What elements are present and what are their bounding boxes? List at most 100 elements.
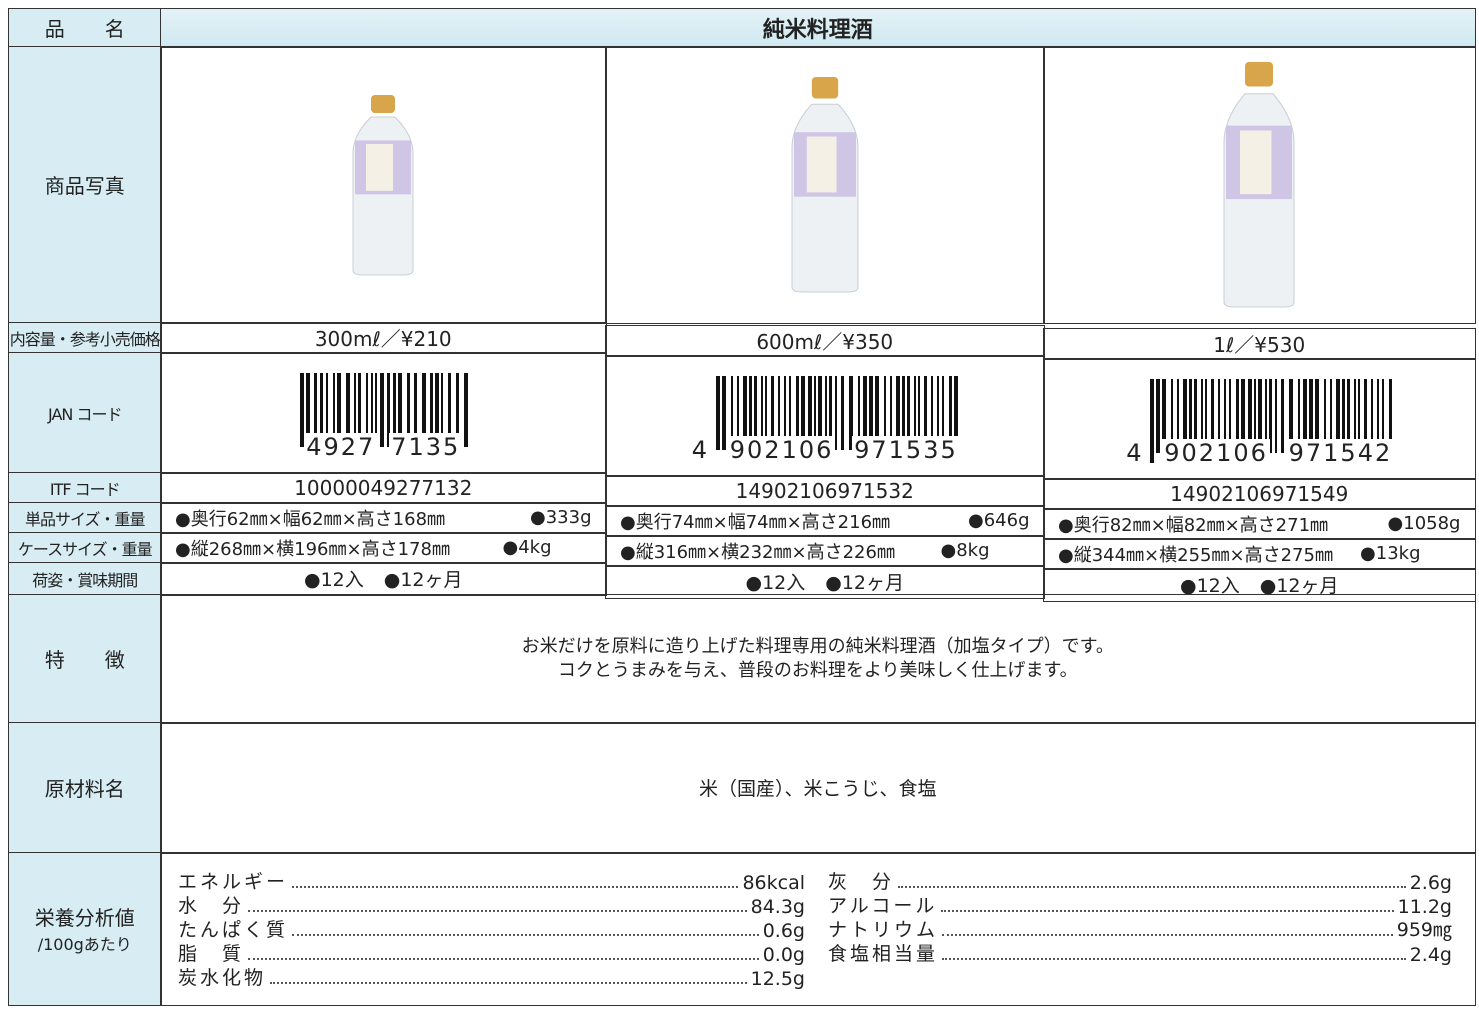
nutrition-value: 2.4g (1409, 944, 1452, 966)
barcode-bar (917, 375, 920, 460)
barcode-bar (1358, 378, 1361, 463)
nutrition-value: 12.5g (750, 968, 805, 990)
barcode-bar (1377, 378, 1380, 453)
row-label-text: 特 徴 (44, 648, 125, 673)
dot-leader (248, 910, 747, 912)
dot-leader (292, 886, 739, 888)
barcode-bar (1315, 378, 1320, 453)
barcode-bar (895, 375, 900, 450)
packing-shelf-life: ●12入 ●12ヶ月 (605, 565, 1045, 599)
row-label: ケースサイズ・重量 (8, 532, 162, 564)
feature-line: お米だけを原料に造り上げた料理専用の純米料理酒（加塩タイプ）です。 (521, 635, 1114, 657)
barcode-bar (1211, 378, 1215, 463)
barcode-bar (1177, 378, 1180, 463)
barcode-bar (422, 372, 427, 447)
barcode-bar (1354, 378, 1357, 453)
case-weight: ●4kg (502, 537, 552, 559)
shelf-life: ●12ヶ月 (1259, 575, 1339, 598)
barcode-bar (1389, 378, 1393, 463)
barcode-bar (1229, 378, 1232, 453)
nutrition-name: ナトリウム (828, 919, 939, 941)
barcode-bar (1189, 378, 1193, 453)
barcode-bar (1156, 378, 1161, 453)
row-label: 原材料名 (8, 722, 162, 854)
case-size-weight: ●縦268㎜×横196㎜×高さ178㎜ ●4kg (160, 532, 607, 564)
barcode-bar (1194, 378, 1198, 453)
nutrition-name: 炭水化物 (178, 967, 267, 989)
barcode-bar (730, 375, 733, 450)
case-weight: ●13kg (1360, 543, 1421, 565)
nutrition-row: 灰 分 2.6g (828, 870, 1452, 894)
barcode-bar (1162, 378, 1167, 453)
barcode-bar (435, 372, 440, 447)
barcode-bar (1330, 378, 1333, 463)
barcode-bar (1248, 378, 1253, 453)
barcode-bar (1218, 378, 1221, 453)
shelf-life: ●12ヶ月 (825, 572, 905, 595)
nutrition-box (160, 852, 1476, 1006)
jan-digits: 4 902106 971542 (1124, 438, 1395, 467)
barcode-bar (721, 375, 726, 450)
barcode-bar (764, 375, 767, 460)
nutrition-row: 食塩相当量 2.4g (828, 942, 1452, 966)
row-label: 栄養分析値/100gあたり (8, 852, 162, 1006)
barcode: 4 902106 971535 (689, 366, 960, 466)
barcode-bar (314, 372, 318, 457)
barcode-bar (337, 372, 342, 447)
barcode-bar (1183, 378, 1188, 453)
unit-weight: ●646g (968, 510, 1030, 532)
barcode-bar (1265, 378, 1268, 453)
bottle-image (352, 94, 414, 276)
row-label: 商品写真 (8, 46, 162, 324)
unit-size-weight: ●奥行74㎜×幅74㎜×高さ216㎜ ●646g (605, 505, 1045, 537)
ingredients: 米（国産）、米こうじ、食塩 (160, 722, 1476, 854)
product-name: 純米料理酒 (160, 8, 1476, 48)
barcode-bar (834, 375, 837, 450)
barcode-bar (770, 375, 774, 460)
dot-leader (942, 934, 1393, 936)
barcode-bar (1347, 378, 1351, 453)
barcode-bar (414, 372, 418, 457)
barcode-bar (930, 375, 933, 450)
case-size: ●縦268㎜×横196㎜×高さ178㎜ (175, 538, 450, 560)
jan-digit-group: 971542 (1286, 438, 1395, 467)
nutrition-value: 11.2g (1397, 896, 1452, 918)
barcode-bar (1241, 378, 1246, 453)
dot-leader (898, 886, 1406, 888)
dot-leader (942, 958, 1406, 960)
barcode-bar (333, 372, 336, 457)
barcode-bar (464, 372, 469, 447)
nutrition-name: 水 分 (178, 895, 245, 917)
barcode-bar (800, 375, 805, 450)
barcode-bar (889, 375, 892, 460)
barcode-bar (326, 372, 329, 447)
barcode-bar (366, 372, 369, 457)
barcode-bar (1205, 378, 1208, 463)
barcode-bar (358, 372, 362, 447)
barcode-bar (941, 375, 944, 450)
barcode-bar (936, 375, 939, 450)
nutrition-row: ナトリウム 959㎎ (828, 918, 1452, 942)
barcode-bar (371, 372, 374, 457)
barcode-bar (387, 372, 391, 447)
barcode-bar (1382, 378, 1385, 453)
barcode-bar (1171, 378, 1174, 453)
row-label: 単品サイズ・重量 (8, 502, 162, 534)
barcode: 4 902106 971542 (1124, 369, 1395, 469)
nutrition-name: 脂 質 (178, 943, 245, 965)
barcode-bar (1289, 378, 1294, 453)
barcode-bar (742, 375, 747, 450)
barcode-bar (736, 375, 739, 460)
barcode-bar (1298, 378, 1301, 453)
barcode-bar (883, 375, 886, 450)
bottle-image (1223, 62, 1295, 308)
product-photo (160, 46, 607, 324)
nutrition-name: エネルギー (178, 871, 289, 893)
dot-leader (941, 910, 1394, 912)
nutrition-name: 灰 分 (828, 871, 895, 893)
packing: ●12入 (1179, 575, 1240, 598)
row-label: 品 名 (8, 8, 162, 48)
nutrition-column: 灰 分 2.6g アルコール 11.2g ナトリウム 959㎎ 食塩相当量 2.4g (828, 870, 1452, 966)
packing: ●12入 (303, 569, 364, 592)
jan-code: 4 902106 971535 (605, 355, 1045, 477)
